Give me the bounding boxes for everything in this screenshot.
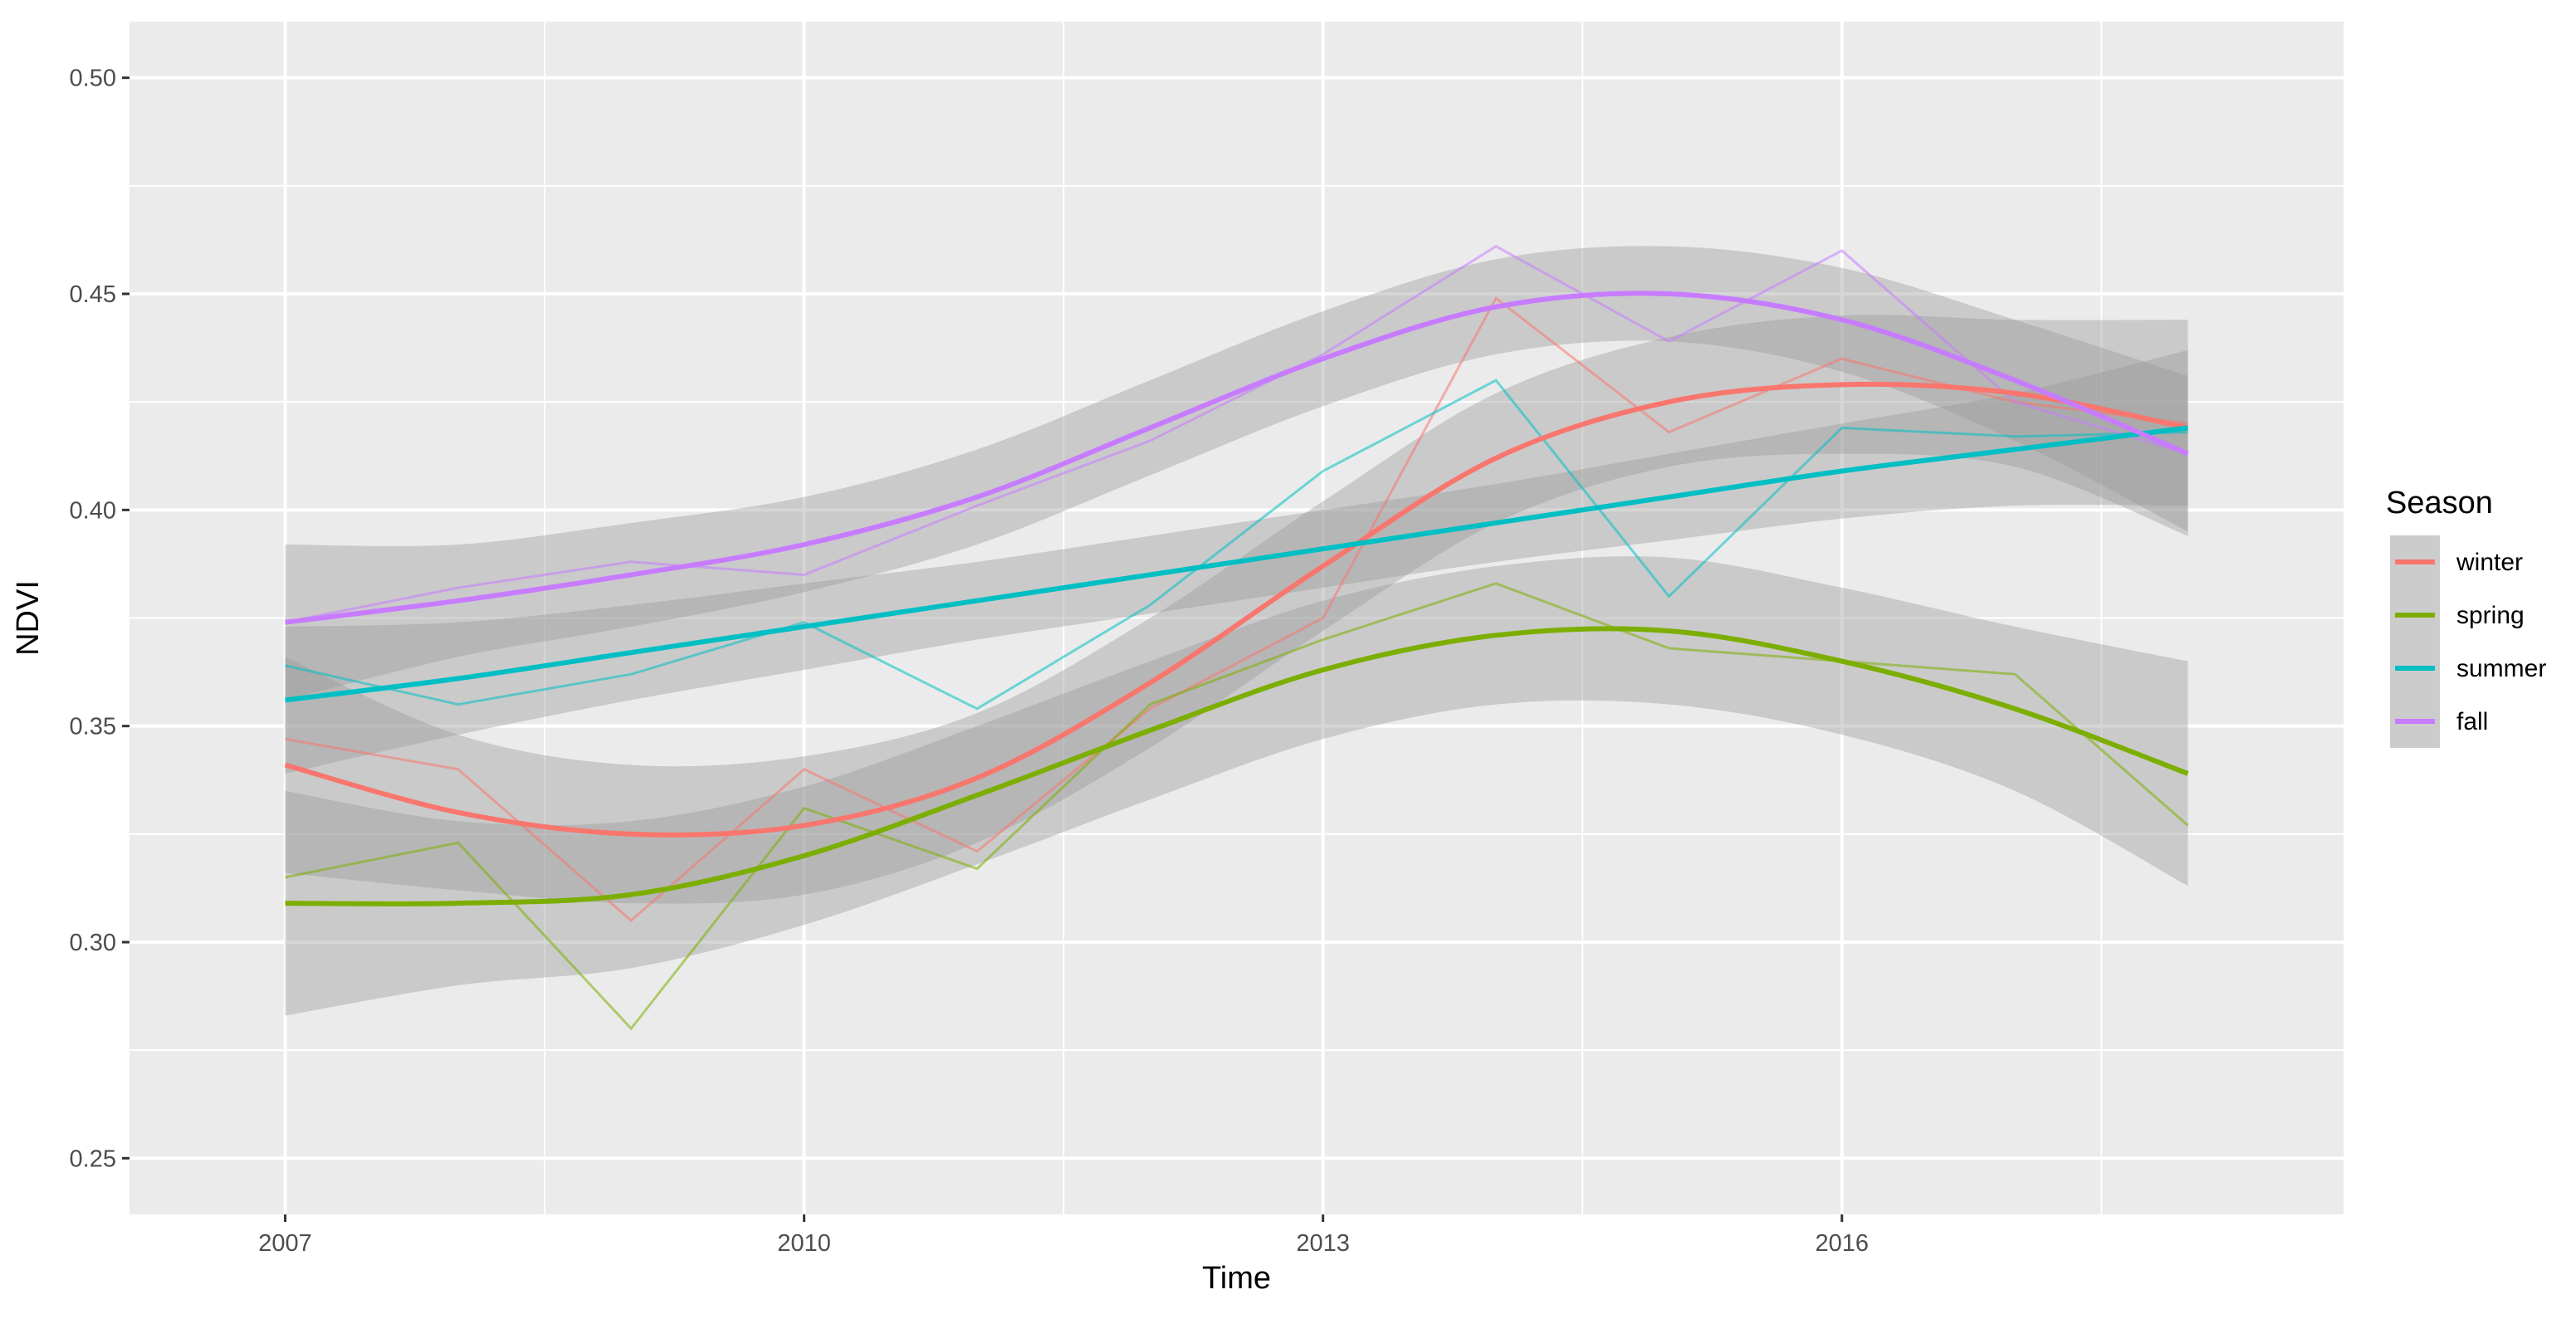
legend-title: Season xyxy=(2386,486,2493,520)
y-tick-label: 0.50 xyxy=(70,66,116,92)
y-tick-label: 0.30 xyxy=(70,930,116,956)
smoothed-series-lines xyxy=(284,291,2189,906)
band-spring xyxy=(285,556,2188,1016)
y-axis: 0.25 0.30 0.35 0.40 0.45 0.50 xyxy=(70,66,130,1172)
band-fall xyxy=(285,246,2188,701)
smooth-line-summer xyxy=(285,425,2188,703)
legend-label-fall: fall xyxy=(2456,708,2488,735)
y-tick-label: 0.45 xyxy=(70,281,116,308)
minor-gridlines xyxy=(130,22,2344,1214)
x-tick-label: 2007 xyxy=(258,1230,312,1257)
legend-items: winter spring summer fall xyxy=(2390,535,2546,748)
raw-line-fall xyxy=(285,245,2188,624)
x-tick-label: 2013 xyxy=(1296,1230,1350,1257)
legend: Season winter spring summer fall xyxy=(2386,486,2546,748)
legend-label-winter: winter xyxy=(2456,549,2523,576)
smooth-line-fall xyxy=(285,291,2189,625)
band-winter xyxy=(285,315,2188,904)
x-tick-label: 2016 xyxy=(1816,1230,1870,1257)
y-tick-label: 0.35 xyxy=(70,714,116,740)
smooth-line-spring xyxy=(285,626,2189,906)
x-axis-title: Time xyxy=(1202,1261,1271,1296)
x-axis: 2007 2010 2013 2016 xyxy=(258,1214,1869,1257)
smooth-line-winter xyxy=(284,381,2189,838)
raw-line-spring xyxy=(285,582,2189,1031)
legend-label-spring: spring xyxy=(2456,602,2525,629)
raw-line-summer xyxy=(285,379,2188,711)
y-axis-title: NDVI xyxy=(11,580,46,656)
raw-line-winter xyxy=(285,296,2188,922)
x-tick-label: 2010 xyxy=(777,1230,831,1257)
y-tick-label: 0.25 xyxy=(70,1146,116,1172)
legend-label-summer: summer xyxy=(2456,655,2546,682)
y-tick-label: 0.40 xyxy=(70,497,116,524)
raw-series-lines xyxy=(285,245,2189,1031)
